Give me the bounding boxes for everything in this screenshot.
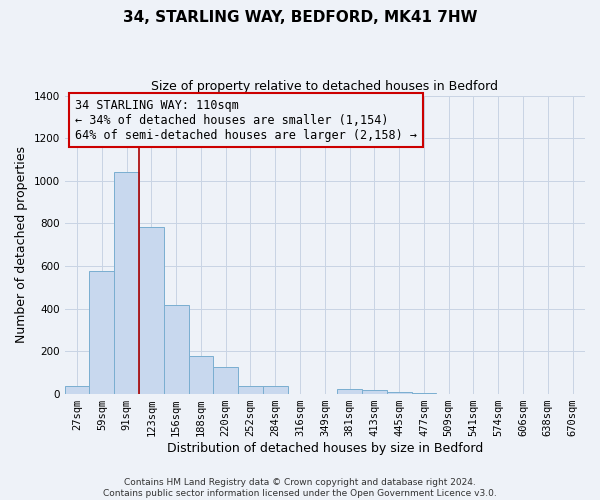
Bar	[412, 393, 436, 394]
Bar	[263, 386, 287, 394]
Text: 34, STARLING WAY, BEDFORD, MK41 7HW: 34, STARLING WAY, BEDFORD, MK41 7HW	[123, 10, 477, 25]
Bar	[114, 172, 139, 394]
Bar	[139, 226, 164, 394]
Bar	[65, 386, 89, 394]
Text: Contains HM Land Registry data © Crown copyright and database right 2024.
Contai: Contains HM Land Registry data © Crown c…	[103, 478, 497, 498]
Bar	[337, 389, 362, 394]
Bar	[89, 272, 114, 394]
Bar	[387, 392, 412, 394]
X-axis label: Distribution of detached houses by size in Bedford: Distribution of detached houses by size …	[167, 442, 483, 455]
Bar	[164, 304, 188, 394]
Bar	[362, 390, 387, 394]
Bar	[238, 386, 263, 394]
Y-axis label: Number of detached properties: Number of detached properties	[15, 146, 28, 344]
Title: Size of property relative to detached houses in Bedford: Size of property relative to detached ho…	[151, 80, 499, 93]
Text: 34 STARLING WAY: 110sqm
← 34% of detached houses are smaller (1,154)
64% of semi: 34 STARLING WAY: 110sqm ← 34% of detache…	[75, 98, 417, 142]
Bar	[214, 368, 238, 394]
Bar	[188, 356, 214, 394]
